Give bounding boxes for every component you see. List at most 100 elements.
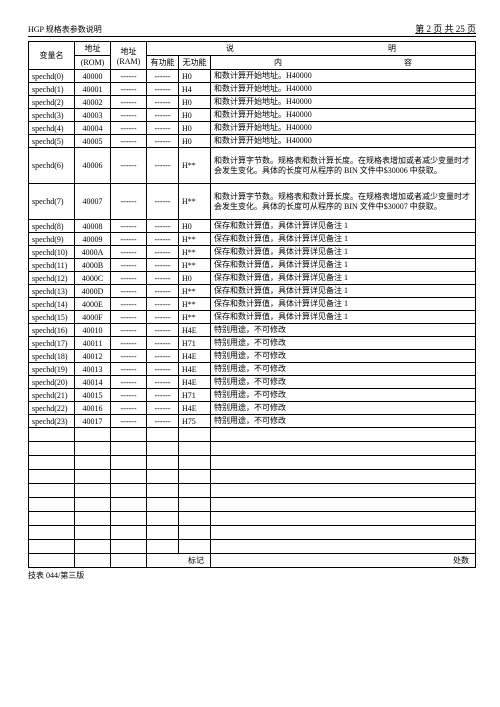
table-row: spechd(17)40011------------H71特别用途，不可修改 xyxy=(29,337,476,350)
doc-title: HGP 规格表参数说明 xyxy=(28,24,102,35)
cell-func-no: H** xyxy=(179,285,211,298)
cell-content: 和数计算开始地址。H40000 xyxy=(211,96,476,109)
cell-func-yes: ------ xyxy=(147,70,179,83)
cell-content: 特别用途，不可修改 xyxy=(211,363,476,376)
cell-var: spechd(5) xyxy=(29,135,75,148)
cell-var: spechd(1) xyxy=(29,83,75,96)
cell-func-no: H0 xyxy=(179,220,211,233)
col-desc: 说 明 xyxy=(147,42,476,56)
col-content-a: 内 xyxy=(274,57,282,68)
thead-row-2: (ROM) 有功能 无功能 内 容 xyxy=(29,56,476,70)
cell-func-no: H0 xyxy=(179,122,211,135)
cell-content: 特别用途，不可修改 xyxy=(211,402,476,415)
cell-func-yes: ------ xyxy=(147,402,179,415)
cell-rom: 40004 xyxy=(75,122,111,135)
cell-ram: ------ xyxy=(111,324,147,337)
empty-row xyxy=(29,484,476,498)
cell-var: spechd(10) xyxy=(29,246,75,259)
cell-func-yes: ------ xyxy=(147,272,179,285)
cell-ram: ------ xyxy=(111,402,147,415)
cell-rom: 40002 xyxy=(75,96,111,109)
cell-func-yes: ------ xyxy=(147,350,179,363)
col-content: 内 容 xyxy=(211,56,476,70)
cell-func-no: H** xyxy=(179,148,211,184)
cell-content: 和数计算开始地址。H40000 xyxy=(211,109,476,122)
col-ram-label: 地址 xyxy=(113,46,144,57)
cell-var: spechd(4) xyxy=(29,122,75,135)
cell-var: spechd(21) xyxy=(29,389,75,402)
cell-var: spechd(19) xyxy=(29,363,75,376)
cell-var: spechd(17) xyxy=(29,337,75,350)
cell-content: 特别用途，不可修改 xyxy=(211,415,476,428)
table-row: spechd(15)4000F------------H**保存和数计算值，具体… xyxy=(29,311,476,324)
empty-row xyxy=(29,470,476,484)
empty-row xyxy=(29,442,476,456)
table-row: spechd(23)40017------------H75特别用途，不可修改 xyxy=(29,415,476,428)
col-func-no: 无功能 xyxy=(179,56,211,70)
cell-func-yes: ------ xyxy=(147,109,179,122)
table-row: spechd(7)40007------------H**和数计算字节数。规格表… xyxy=(29,184,476,220)
cell-var: spechd(0) xyxy=(29,70,75,83)
cell-rom: 40011 xyxy=(75,337,111,350)
cell-rom: 40015 xyxy=(75,389,111,402)
page-number: 第 2 页 共 25 页 xyxy=(415,22,476,35)
cell-content: 和数计算字节数。规格表和数计算长度。在规格表增加或者减少变量时才会发生变化。具体… xyxy=(211,184,476,220)
cell-func-yes: ------ xyxy=(147,246,179,259)
cell-ram: ------ xyxy=(111,389,147,402)
col-ram: 地址 (RAM) xyxy=(111,42,147,70)
cell-func-yes: ------ xyxy=(147,96,179,109)
cell-rom: 40012 xyxy=(75,350,111,363)
cell-var: spechd(11) xyxy=(29,259,75,272)
cell-func-yes: ------ xyxy=(147,184,179,220)
cell-content: 保存和数计算值，具体计算详见备注 1 xyxy=(211,246,476,259)
cell-rom: 4000B xyxy=(75,259,111,272)
cell-rom: 40008 xyxy=(75,220,111,233)
cell-func-yes: ------ xyxy=(147,376,179,389)
cell-ram: ------ xyxy=(111,122,147,135)
cell-ram: ------ xyxy=(111,70,147,83)
cell-var: spechd(16) xyxy=(29,324,75,337)
table-row: spechd(16)40010------------H4E特别用途，不可修改 xyxy=(29,324,476,337)
table-row: spechd(10)4000A------------H**保存和数计算值，具体… xyxy=(29,246,476,259)
cell-content: 特别用途，不可修改 xyxy=(211,324,476,337)
cell-func-yes: ------ xyxy=(147,220,179,233)
cell-var: spechd(15) xyxy=(29,311,75,324)
cell-var: spechd(23) xyxy=(29,415,75,428)
cell-func-no: H4 xyxy=(179,83,211,96)
cell-func-no: H4E xyxy=(179,402,211,415)
table-row: spechd(6)40006------------H**和数计算字节数。规格表… xyxy=(29,148,476,184)
col-rom-sub: (ROM) xyxy=(75,56,111,70)
cell-ram: ------ xyxy=(111,272,147,285)
cell-rom: 40016 xyxy=(75,402,111,415)
cell-func-no: H0 xyxy=(179,135,211,148)
cell-ram: ------ xyxy=(111,311,147,324)
cell-func-no: H** xyxy=(179,259,211,272)
cell-func-no: H** xyxy=(179,298,211,311)
cell-content: 保存和数计算值，具体计算详见备注 1 xyxy=(211,311,476,324)
cell-func-yes: ------ xyxy=(147,148,179,184)
cell-func-no: H0 xyxy=(179,96,211,109)
cell-rom: 40013 xyxy=(75,363,111,376)
cell-func-no: H** xyxy=(179,311,211,324)
cell-rom: 40017 xyxy=(75,415,111,428)
empty-row xyxy=(29,456,476,470)
cell-ram: ------ xyxy=(111,363,147,376)
table-row: spechd(8)40008------------H0保存和数计算值，具体计算… xyxy=(29,220,476,233)
cell-var: spechd(18) xyxy=(29,350,75,363)
empty-row xyxy=(29,498,476,512)
table-row: spechd(18)40012------------H4E特别用途，不可修改 xyxy=(29,350,476,363)
cell-rom: 40010 xyxy=(75,324,111,337)
cell-func-no: H** xyxy=(179,233,211,246)
cell-var: spechd(9) xyxy=(29,233,75,246)
table-row: spechd(0)40000------------H0和数计算开始地址。H40… xyxy=(29,70,476,83)
page-header: HGP 规格表参数说明 第 2 页 共 25 页 xyxy=(28,22,476,37)
footer-doc-code: 技表 044/第三版 xyxy=(28,570,476,581)
cell-rom: 4000D xyxy=(75,285,111,298)
cell-func-no: H75 xyxy=(179,415,211,428)
cell-content: 保存和数计算值，具体计算详见备注 1 xyxy=(211,233,476,246)
cell-ram: ------ xyxy=(111,184,147,220)
cell-rom: 40000 xyxy=(75,70,111,83)
footer-row: 标记处数 xyxy=(29,554,476,568)
cell-content: 特别用途，不可修改 xyxy=(211,337,476,350)
table-row: spechd(4)40004------------H0和数计算开始地址。H40… xyxy=(29,122,476,135)
